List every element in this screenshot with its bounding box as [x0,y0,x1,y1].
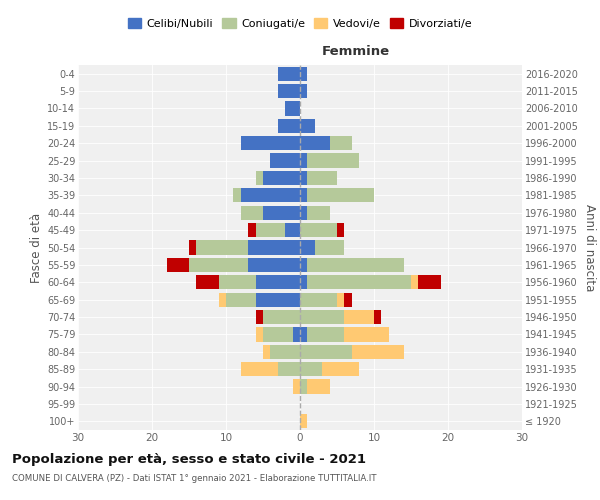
Text: Popolazione per età, sesso e stato civile - 2021: Popolazione per età, sesso e stato civil… [12,452,366,466]
Bar [256,223,285,237]
Bar [337,292,344,307]
Bar [248,240,300,254]
Text: COMUNE DI CALVERA (PZ) - Dati ISTAT 1° gennaio 2021 - Elaborazione TUTTITALIA.IT: COMUNE DI CALVERA (PZ) - Dati ISTAT 1° g… [12,474,377,483]
Bar [241,136,300,150]
Bar [300,66,307,81]
Bar [300,188,307,202]
Bar [307,258,404,272]
Bar [263,310,300,324]
Bar [278,362,300,376]
Bar [418,275,440,289]
Bar [300,310,344,324]
Bar [300,414,307,428]
Bar [226,292,256,307]
Bar [263,328,293,342]
Bar [278,118,300,133]
Bar [167,258,189,272]
Bar [263,206,300,220]
Bar [300,328,307,342]
Bar [344,292,352,307]
Bar [256,275,300,289]
Bar [337,223,344,237]
Bar [300,171,307,185]
Bar [241,362,278,376]
Bar [300,362,322,376]
Bar [196,240,248,254]
Bar [344,310,374,324]
Legend: Celibi/Nubili, Coniugati/e, Vedovi/e, Divorziati/e: Celibi/Nubili, Coniugati/e, Vedovi/e, Di… [124,14,476,34]
Bar [278,84,300,98]
Bar [263,171,300,185]
Bar [411,275,418,289]
Bar [256,171,263,185]
Bar [307,154,359,168]
Bar [307,171,337,185]
Y-axis label: Fasce di età: Fasce di età [29,212,43,282]
Bar [256,328,263,342]
Text: Femmine: Femmine [322,44,389,58]
Bar [300,344,352,359]
Bar [300,258,307,272]
Bar [300,154,307,168]
Bar [248,258,300,272]
Bar [300,84,307,98]
Bar [300,292,337,307]
Bar [300,223,337,237]
Bar [329,136,352,150]
Bar [300,136,329,150]
Bar [189,258,248,272]
Bar [300,118,315,133]
Bar [278,66,300,81]
Bar [300,275,307,289]
Bar [218,292,226,307]
Bar [344,328,389,342]
Bar [307,328,344,342]
Bar [300,240,315,254]
Bar [315,240,344,254]
Bar [233,188,241,202]
Bar [285,102,300,116]
Bar [374,310,382,324]
Bar [271,344,300,359]
Bar [293,328,300,342]
Y-axis label: Anni di nascita: Anni di nascita [583,204,596,291]
Bar [307,275,411,289]
Bar [263,344,271,359]
Bar [307,206,329,220]
Bar [196,275,218,289]
Bar [241,206,263,220]
Bar [293,380,300,394]
Bar [271,154,300,168]
Bar [285,223,300,237]
Bar [241,188,300,202]
Bar [189,240,196,254]
Bar [218,275,256,289]
Bar [300,380,307,394]
Bar [352,344,404,359]
Bar [322,362,359,376]
Bar [307,380,329,394]
Bar [256,310,263,324]
Bar [248,223,256,237]
Bar [300,206,307,220]
Bar [256,292,300,307]
Bar [307,188,374,202]
